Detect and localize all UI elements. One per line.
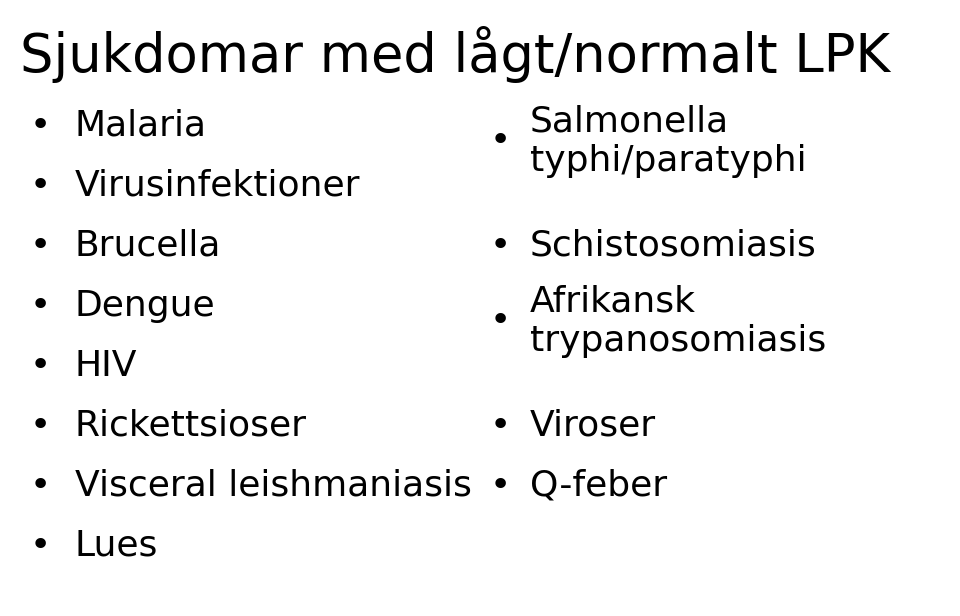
Text: •: • — [30, 529, 51, 563]
Text: Rickettsioser: Rickettsioser — [75, 409, 307, 443]
Text: •: • — [30, 169, 51, 203]
Text: Brucella: Brucella — [75, 229, 222, 263]
Text: Q-feber: Q-feber — [530, 469, 667, 503]
Text: •: • — [490, 409, 512, 443]
Text: •: • — [30, 469, 51, 503]
Text: •: • — [30, 289, 51, 323]
Text: Afrikansk
trypanosomiasis: Afrikansk trypanosomiasis — [530, 285, 827, 358]
Text: Salmonella
typhi/paratyphi: Salmonella typhi/paratyphi — [530, 104, 806, 177]
Text: Lues: Lues — [75, 529, 158, 563]
Text: •: • — [490, 469, 512, 503]
Text: Visceral leishmaniasis: Visceral leishmaniasis — [75, 469, 472, 503]
Text: •: • — [490, 124, 512, 158]
Text: Schistosomiasis: Schistosomiasis — [530, 229, 817, 263]
Text: HIV: HIV — [75, 349, 137, 383]
Text: Sjukdomar med lågt/normalt LPK: Sjukdomar med lågt/normalt LPK — [20, 26, 890, 83]
Text: Virusinfektioner: Virusinfektioner — [75, 169, 361, 203]
Text: Viroser: Viroser — [530, 409, 656, 443]
Text: •: • — [30, 229, 51, 263]
Text: •: • — [490, 229, 512, 263]
Text: •: • — [490, 304, 512, 338]
Text: •: • — [30, 109, 51, 143]
Text: Malaria: Malaria — [75, 109, 207, 143]
Text: •: • — [30, 409, 51, 443]
Text: Dengue: Dengue — [75, 289, 216, 323]
Text: •: • — [30, 349, 51, 383]
